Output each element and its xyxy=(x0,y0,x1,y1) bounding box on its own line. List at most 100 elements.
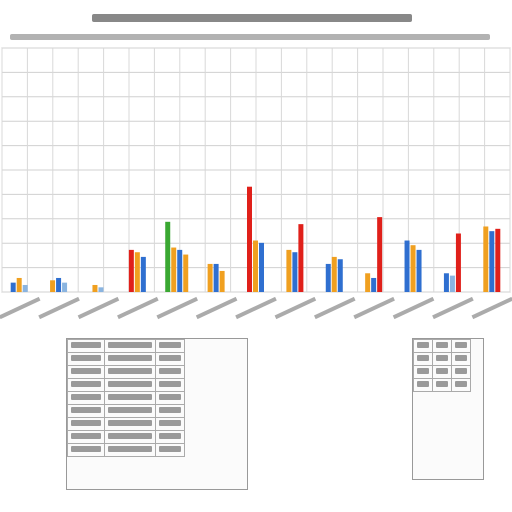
table-cell xyxy=(67,352,105,366)
cell-text-smudge xyxy=(108,368,152,374)
cell-text-smudge xyxy=(455,342,467,348)
bar xyxy=(325,263,331,292)
table-row xyxy=(413,378,471,392)
table-cell xyxy=(67,417,105,431)
cell-text-smudge xyxy=(108,381,152,387)
left-table-grid xyxy=(67,339,185,457)
table-row xyxy=(67,391,185,405)
bar xyxy=(92,284,98,292)
left-data-table xyxy=(66,338,248,490)
table-cell xyxy=(104,417,156,431)
bar xyxy=(365,273,371,292)
table-row xyxy=(67,352,185,366)
table-cell xyxy=(451,352,471,366)
table-cell xyxy=(104,443,156,457)
table-cell xyxy=(413,365,433,379)
cell-text-smudge xyxy=(436,342,448,348)
x-tick-label xyxy=(353,296,395,320)
bar xyxy=(207,263,213,292)
table-cell xyxy=(67,391,105,405)
right-data-table xyxy=(412,338,484,480)
table-cell xyxy=(104,339,156,353)
bar xyxy=(286,249,292,292)
cell-text-smudge xyxy=(108,407,152,413)
bar xyxy=(165,221,171,292)
bar xyxy=(10,282,16,292)
x-tick-label xyxy=(0,296,41,320)
bar xyxy=(410,245,416,292)
table-cell xyxy=(104,430,156,444)
x-tick-label xyxy=(471,296,512,320)
bar xyxy=(56,277,62,292)
cell-text-smudge xyxy=(159,342,181,348)
bar xyxy=(247,186,252,292)
table-cell xyxy=(451,365,471,379)
x-tick-label xyxy=(432,296,474,320)
x-tick-label xyxy=(195,296,238,320)
table-cell xyxy=(67,430,105,444)
table-cell xyxy=(451,339,471,353)
cell-text-smudge xyxy=(436,381,448,387)
bar xyxy=(489,231,495,292)
table-cell xyxy=(67,404,105,418)
table-row xyxy=(67,404,185,418)
table-cell xyxy=(104,365,156,379)
table-row xyxy=(67,443,185,457)
title-smudge xyxy=(92,14,412,22)
cell-text-smudge xyxy=(108,433,152,439)
cell-text-smudge xyxy=(71,407,101,413)
bar xyxy=(134,252,140,292)
table-cell xyxy=(155,430,185,444)
table-cell xyxy=(104,352,156,366)
table-cell xyxy=(67,443,105,457)
cell-text-smudge xyxy=(159,446,181,452)
cell-text-smudge xyxy=(159,433,181,439)
x-tick-label xyxy=(392,296,435,320)
x-tick-label xyxy=(235,296,277,320)
table-cell xyxy=(155,443,185,457)
cell-text-smudge xyxy=(417,342,429,348)
bar xyxy=(22,284,28,292)
table-cell xyxy=(432,339,452,353)
table-row xyxy=(413,352,471,366)
cell-text-smudge xyxy=(71,381,101,387)
cell-text-smudge xyxy=(417,355,429,361)
table-cell xyxy=(104,378,156,392)
x-tick-label xyxy=(77,296,120,320)
table-cell xyxy=(155,339,185,353)
bar xyxy=(171,247,177,292)
bar xyxy=(259,242,264,292)
table-row xyxy=(413,365,471,379)
table-cell xyxy=(155,417,185,431)
table-cell xyxy=(67,339,105,353)
cell-text-smudge xyxy=(108,446,152,452)
table-row xyxy=(413,339,471,353)
bar xyxy=(404,240,410,292)
bar xyxy=(292,252,298,292)
table-cell xyxy=(413,378,433,392)
x-tick-labels xyxy=(0,296,512,320)
table-cell xyxy=(432,352,452,366)
table-cell xyxy=(413,339,433,353)
x-tick-label xyxy=(117,296,159,320)
bar xyxy=(183,254,189,292)
bar xyxy=(62,282,68,292)
right-table-grid xyxy=(413,339,471,392)
cell-text-smudge xyxy=(436,368,448,374)
cell-text-smudge xyxy=(108,394,152,400)
bar xyxy=(371,277,377,292)
cell-text-smudge xyxy=(436,355,448,361)
table-cell xyxy=(432,365,452,379)
bar xyxy=(455,233,461,292)
cell-text-smudge xyxy=(455,368,467,374)
title-smudge xyxy=(10,34,490,40)
x-tick-label xyxy=(156,296,199,320)
cell-text-smudge xyxy=(108,342,152,348)
table-row xyxy=(67,339,185,353)
bar xyxy=(177,249,183,292)
table-cell xyxy=(413,352,433,366)
cell-text-smudge xyxy=(159,355,181,361)
table-cell xyxy=(104,404,156,418)
cell-text-smudge xyxy=(71,446,101,452)
table-cell xyxy=(451,378,471,392)
